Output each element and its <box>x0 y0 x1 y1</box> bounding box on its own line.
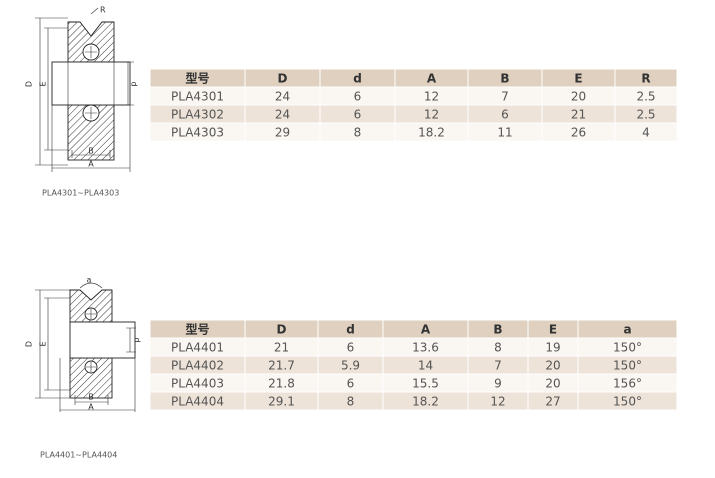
cell-text: 20 <box>571 90 586 104</box>
cell-text: 6 <box>347 341 355 355</box>
cell-text: 156° <box>613 377 642 391</box>
dim-label: E <box>39 341 48 346</box>
dim-label: A <box>88 160 94 169</box>
header-text: R <box>641 72 650 86</box>
header-text: E <box>549 323 557 337</box>
caption: PLA4401~PLA4404 <box>40 451 117 460</box>
drawing-2: a D E d B A PLA4401~PLA4404 <box>25 276 142 460</box>
cell-text: 29 <box>275 126 290 140</box>
cell-text: PLA4303 <box>171 126 224 140</box>
cell-text: 8 <box>347 395 355 409</box>
header-text: D <box>277 323 287 337</box>
header-text: A <box>427 72 437 86</box>
cell-text: 21.8 <box>268 377 295 391</box>
cell-text: PLA4403 <box>171 377 224 391</box>
header-text: D <box>278 72 288 86</box>
cell-text: 2.5 <box>636 108 655 122</box>
cell-text: 21 <box>274 341 289 355</box>
table-cell <box>577 391 678 411</box>
cell-text: 12 <box>424 108 439 122</box>
dim-label: E <box>39 81 48 86</box>
cell-text: 26 <box>571 126 586 140</box>
cell-text: 12 <box>424 90 439 104</box>
cell-text: 21 <box>571 108 586 122</box>
cell-text: 27 <box>545 395 560 409</box>
cell-text: 24 <box>275 108 290 122</box>
cell-text: 20 <box>545 359 560 373</box>
cell-text: 150° <box>613 341 642 355</box>
cell-text: 29.1 <box>268 395 295 409</box>
cell-text: 4 <box>642 126 650 140</box>
cell-text: PLA4404 <box>171 395 224 409</box>
cell-text: PLA4401 <box>171 341 224 355</box>
header-text: B <box>493 323 502 337</box>
cell-text: 150° <box>613 359 642 373</box>
cell-text: 150° <box>613 395 642 409</box>
cell-text: 8 <box>354 126 362 140</box>
hub <box>51 61 131 106</box>
drawing-1: R D E d B A PLA4301~PLA4303 <box>25 6 139 198</box>
dim-label: d <box>130 81 139 86</box>
cell-text: 24 <box>275 90 290 104</box>
cell-text: 19 <box>545 341 560 355</box>
cell-text: 15.5 <box>412 377 439 391</box>
cell-text: 7 <box>501 90 509 104</box>
dim-label: a <box>87 276 92 285</box>
cell-text: 18.2 <box>418 126 445 140</box>
caption: PLA4301~PLA4303 <box>42 189 119 198</box>
dim-label: D <box>25 341 34 347</box>
header-text: 型号 <box>185 322 209 337</box>
cell-text: 6 <box>354 90 362 104</box>
header-text: B <box>500 72 509 86</box>
cell-text: 6 <box>354 108 362 122</box>
dim-label: A <box>88 403 94 412</box>
cell-text: 9 <box>494 377 502 391</box>
cell-text: 7 <box>494 359 502 373</box>
cell-text: 8 <box>494 341 502 355</box>
cell-text: 6 <box>501 108 509 122</box>
cell-text: PLA4402 <box>171 359 224 373</box>
dim-label: D <box>25 81 34 87</box>
cell-text: 18.2 <box>412 395 439 409</box>
dim-label: B <box>88 393 94 402</box>
cell-text: 20 <box>545 377 560 391</box>
cell-text: 11 <box>497 126 512 140</box>
header-text: d <box>346 323 355 337</box>
cell-text: 12 <box>490 395 505 409</box>
cell-text: 21.7 <box>268 359 295 373</box>
cell-text: PLA4301 <box>171 90 224 104</box>
header-text: a <box>623 323 631 337</box>
cell-text: 2.5 <box>636 90 655 104</box>
header-text: E <box>574 72 582 86</box>
cell-text: 5.9 <box>341 359 360 373</box>
table-cell <box>614 122 678 142</box>
cell-text: PLA4302 <box>171 108 224 122</box>
header-text: d <box>353 72 362 86</box>
cell-text: 13.6 <box>412 341 439 355</box>
header-text: 型号 <box>185 71 209 86</box>
hub <box>69 321 136 359</box>
cell-text: 6 <box>347 377 355 391</box>
dim-label: d <box>133 337 142 342</box>
dim-label: B <box>88 147 94 156</box>
dim-label: R <box>100 6 106 15</box>
header-text: A <box>421 323 431 337</box>
cell-text: 14 <box>418 359 433 373</box>
